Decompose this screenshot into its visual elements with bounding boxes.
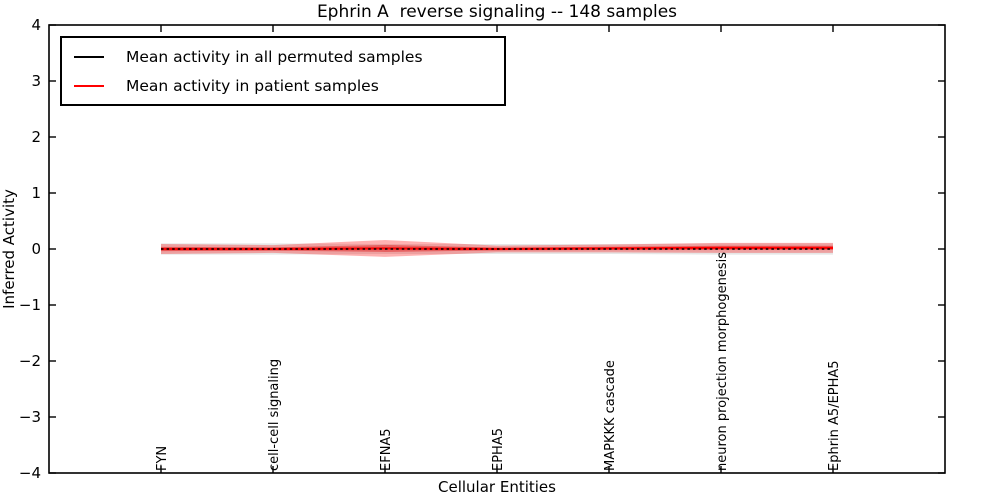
- x-category-label: EFNA5: [379, 428, 394, 471]
- y-tick-label: 4: [31, 16, 41, 34]
- y-tick-label: 3: [31, 72, 41, 90]
- x-category-label: cell-cell signaling: [267, 359, 282, 471]
- y-tick-label: −2: [19, 352, 41, 370]
- y-tick-label: 0: [31, 240, 41, 258]
- permuted-line-swatch: [74, 55, 104, 58]
- legend-entry-patient: Mean activity in patient samples: [62, 71, 504, 100]
- legend-box: Mean activity in all permuted samples Me…: [60, 36, 506, 106]
- chart-title: Ephrin A reverse signaling -- 148 sample…: [316, 2, 678, 22]
- y-tick-label: 1: [31, 184, 41, 202]
- x-axis-label: Cellular Entities: [438, 478, 556, 496]
- x-category-label: FYN: [155, 446, 170, 471]
- y-tick-label: −3: [19, 408, 41, 426]
- x-category-label: EPHA5: [491, 428, 506, 471]
- legend-entry-label: Mean activity in all permuted samples: [126, 47, 423, 66]
- x-category-label: MAPKKK cascade: [603, 360, 618, 471]
- x-category-label: neuron projection morphogenesis: [715, 252, 730, 471]
- patient-line-swatch: [74, 84, 104, 87]
- x-category-label: Ephrin A5/EPHA5: [827, 360, 842, 471]
- y-tick-label: 2: [31, 128, 41, 146]
- legend-entry-permuted: Mean activity in all permuted samples: [62, 42, 504, 71]
- y-axis-label: Inferred Activity: [0, 189, 18, 309]
- y-tick-label: −1: [19, 296, 41, 314]
- legend-entry-label: Mean activity in patient samples: [126, 76, 379, 95]
- y-tick-label: −4: [19, 464, 41, 482]
